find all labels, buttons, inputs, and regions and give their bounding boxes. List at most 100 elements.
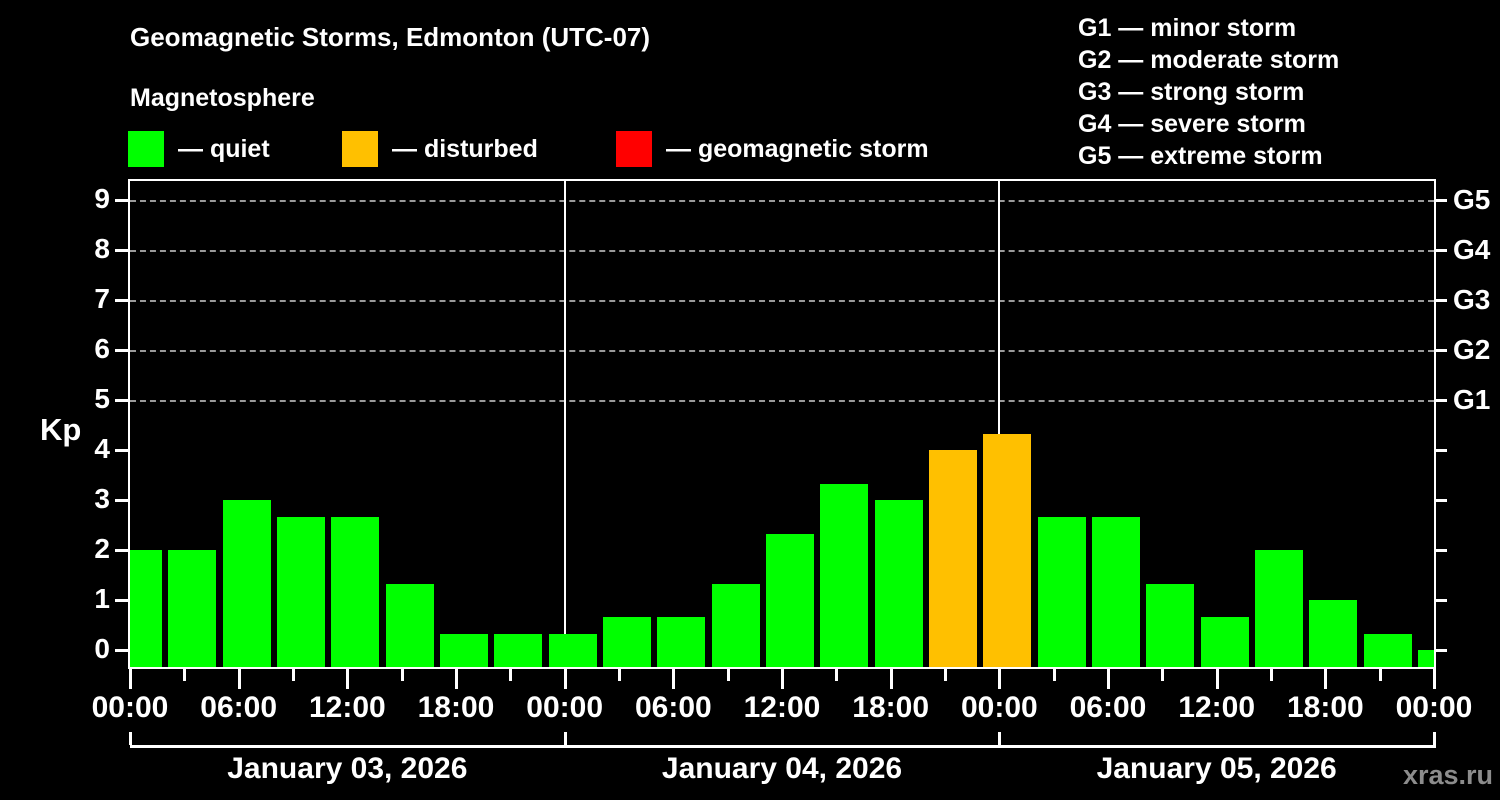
x-minor-tick [1270, 669, 1273, 681]
kp-bar [1255, 550, 1303, 667]
x-major-tick [1324, 669, 1328, 689]
kp-bar [1363, 633, 1412, 667]
kp-bar [130, 550, 162, 667]
legend-item-quiet: — quiet [128, 131, 270, 167]
legend-label-disturbed: — disturbed [392, 134, 538, 163]
gridline-kp8 [130, 250, 1434, 252]
right-axis-tick [1434, 649, 1447, 652]
quiet-color-swatch [128, 131, 164, 167]
kp-bar [874, 500, 923, 667]
y-axis-tick [115, 549, 128, 552]
x-major-tick [1107, 669, 1110, 689]
g-level-label: G5 [1453, 184, 1491, 215]
y-axis-tick [115, 449, 128, 452]
storm-scale-g5: G5 — extreme storm [1078, 142, 1323, 170]
kp-bar [1200, 616, 1249, 667]
kp-bar [766, 533, 814, 667]
kp-bar [494, 633, 543, 667]
legend-item-disturbed: — disturbed [342, 131, 538, 167]
kp-bar [222, 500, 271, 667]
gridline-kp6 [130, 350, 1434, 352]
x-time-label: 00:00 [91, 691, 169, 724]
legend-item-storm: — geomagnetic storm [616, 131, 929, 167]
date-bracket-riser [563, 732, 567, 745]
kp-bar [331, 516, 380, 667]
date-bracket-riser [998, 732, 1002, 745]
x-major-tick [237, 669, 241, 689]
right-axis-tick [1434, 249, 1447, 252]
storm-color-swatch [616, 131, 652, 167]
plot-area [128, 179, 1436, 669]
right-axis-tick [1434, 499, 1447, 502]
x-time-label: 18:00 [1286, 691, 1364, 724]
y-axis-tick [115, 599, 128, 602]
x-time-label: 12:00 [308, 691, 386, 724]
kp-bar [1418, 650, 1434, 667]
legend-label-quiet: — quiet [178, 134, 270, 163]
y-tick-label: 1 [94, 583, 110, 614]
date-label: January 03, 2026 [227, 752, 468, 785]
x-time-label: 00:00 [1395, 691, 1473, 724]
y-tick-label: 4 [94, 433, 110, 464]
right-axis-tick [1434, 199, 1447, 202]
right-axis-tick [1434, 299, 1447, 302]
storm-scale-legend: G1 — minor storm G2 — moderate storm G3 … [1078, 12, 1339, 172]
g-level-label: G4 [1453, 234, 1491, 265]
x-time-label: 06:00 [634, 691, 712, 724]
y-axis-tick [115, 649, 128, 652]
right-axis-tick [1434, 549, 1447, 552]
x-minor-tick [835, 669, 839, 681]
x-time-label: 00:00 [526, 691, 604, 724]
x-minor-tick [944, 669, 947, 681]
x-major-tick [563, 669, 567, 689]
y-axis-tick [115, 399, 128, 402]
x-major-tick [455, 669, 458, 689]
kp-bar [1037, 516, 1086, 667]
x-minor-tick [618, 669, 621, 681]
storm-scale-g4: G4 — severe storm [1078, 110, 1306, 138]
x-time-label: 18:00 [417, 691, 495, 724]
x-minor-tick [400, 669, 404, 681]
gridline-kp5 [130, 400, 1434, 402]
chart-subtitle: Magnetosphere [130, 84, 315, 112]
y-tick-label: 7 [94, 283, 110, 314]
gridline-kp7 [130, 300, 1434, 302]
page-title: Geomagnetic Storms, Edmonton (UTC-07) [130, 22, 651, 52]
gridline-kp9 [130, 200, 1434, 202]
x-time-label: 18:00 [852, 691, 930, 724]
y-axis-tick [115, 499, 128, 502]
x-major-tick [1433, 669, 1436, 689]
x-time-label: 12:00 [743, 691, 821, 724]
x-major-tick [129, 669, 132, 689]
date-bracket-riser [1433, 732, 1436, 745]
x-time-label: 00:00 [960, 691, 1038, 724]
x-major-tick [781, 669, 784, 689]
x-minor-tick [1161, 669, 1165, 681]
day-boundary-line [563, 181, 566, 667]
y-tick-label: 5 [94, 383, 110, 414]
storm-scale-g2: G2 — moderate storm [1078, 46, 1340, 74]
kp-bar [277, 516, 325, 667]
x-time-label: 12:00 [1178, 691, 1256, 724]
date-label: January 04, 2026 [661, 752, 903, 785]
date-bracket-line [130, 745, 1436, 748]
kp-bar [711, 583, 760, 667]
storm-scale-g3: G3 — strong storm [1078, 78, 1305, 106]
kp-bar [1309, 600, 1358, 667]
y-axis-tick [115, 349, 128, 352]
date-bracket-riser [129, 732, 132, 745]
kp-bar [548, 633, 597, 667]
kp-bar [1146, 583, 1195, 667]
day-boundary-line [998, 181, 1001, 667]
x-major-tick [998, 669, 1002, 689]
watermark: xras.ru [1402, 760, 1493, 790]
kp-bar [820, 483, 869, 667]
x-time-label: 06:00 [200, 691, 278, 724]
date-label: January 05, 2026 [1096, 752, 1337, 785]
y-tick-label: 3 [94, 483, 110, 514]
x-time-label: 06:00 [1069, 691, 1147, 724]
y-tick-label: 0 [94, 633, 110, 664]
x-minor-tick [509, 669, 513, 681]
